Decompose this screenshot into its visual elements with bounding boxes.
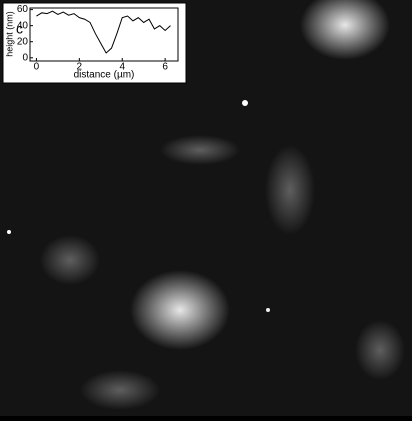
y-tick-label: 40 — [17, 20, 29, 31]
y-tick-label: 60 — [17, 4, 29, 15]
chart: c distance (µm) height (nm) 02040600246 — [0, 0, 412, 416]
y-tick-label: 20 — [17, 36, 29, 47]
x-tick-label: 2 — [77, 62, 83, 73]
page: {"chart_data": {"type": "line", "panel_l… — [0, 0, 412, 416]
y-tick-label: 0 — [22, 52, 28, 63]
x-tick-label: 0 — [34, 62, 40, 73]
x-tick-label: 4 — [119, 62, 125, 73]
x-axis-label: distance (µm) — [74, 70, 135, 81]
y-axis-label: height (nm) — [4, 11, 14, 57]
x-tick-label: 6 — [162, 62, 168, 73]
